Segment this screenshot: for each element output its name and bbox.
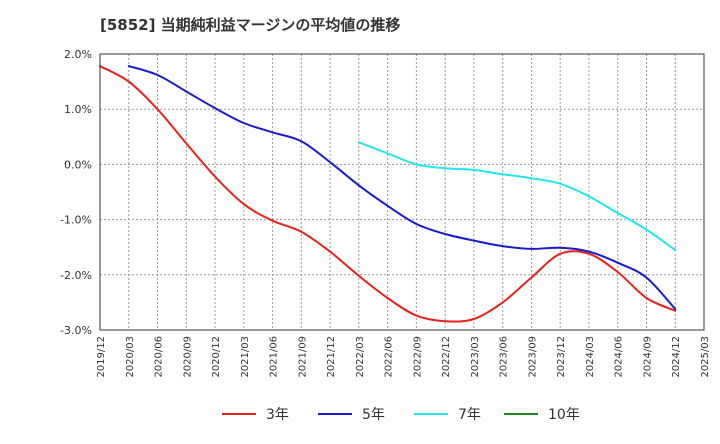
x-tick-label: 2023/12 <box>556 336 567 378</box>
legend-label: 10年 <box>548 407 580 423</box>
legend-label: 3年 <box>266 407 289 423</box>
x-tick-label: 2022/06 <box>384 336 395 378</box>
x-tick-label: 2020/06 <box>154 336 165 378</box>
x-axis-ticks: 2019/12 2020/03 2020/06 2020/09 2020/12 2021/… <box>96 336 711 378</box>
x-tick-label: 2023/03 <box>470 336 481 378</box>
y-axis-ticks: 2.0% 1.0% 0.0% -1.0% -2.0% -3.0% <box>60 48 92 337</box>
x-tick-label: 2021/12 <box>326 336 337 378</box>
series-line-2 <box>357 141 677 251</box>
x-tick-label: 2023/09 <box>527 336 538 378</box>
x-tick-label: 2022/09 <box>412 336 423 378</box>
series-line-1 <box>127 65 677 310</box>
x-tick-label: 2022/03 <box>355 336 366 378</box>
x-tick-label: 2020/03 <box>125 336 136 378</box>
legend-label: 7年 <box>458 407 481 423</box>
x-tick-label: 2024/06 <box>614 336 625 378</box>
y-tick-label: 0.0% <box>64 158 92 171</box>
grid <box>100 54 704 330</box>
x-tick-label: 2023/06 <box>499 336 510 378</box>
x-tick-label: 2020/09 <box>182 336 193 378</box>
series-lines <box>99 65 677 323</box>
x-tick-label: 2024/12 <box>671 336 682 378</box>
y-tick-label: -1.0% <box>60 214 92 227</box>
series-line-0 <box>99 65 677 323</box>
legend-label: 5年 <box>362 407 385 423</box>
x-tick-label: 2024/09 <box>642 336 653 378</box>
x-tick-label: 2024/03 <box>585 336 596 378</box>
plot-area-border <box>99 53 705 331</box>
x-tick-label: 2021/06 <box>269 336 280 378</box>
chart-title: [5852] 当期純利益マージンの平均値の推移 <box>100 16 400 34</box>
y-tick-label: 1.0% <box>64 103 92 116</box>
y-tick-label: 2.0% <box>64 48 92 61</box>
x-tick-label: 2019/12 <box>96 336 107 378</box>
x-tick-label: 2020/12 <box>211 336 222 378</box>
x-tick-label: 2022/12 <box>441 336 452 378</box>
x-tick-label: 2021/09 <box>297 336 308 378</box>
legend: 3年 5年 7年 10年 <box>222 407 580 423</box>
y-tick-label: -2.0% <box>60 269 92 282</box>
x-tick-label: 2021/03 <box>240 336 251 378</box>
x-tick-label: 2025/03 <box>700 336 711 378</box>
y-tick-label: -3.0% <box>60 324 92 337</box>
